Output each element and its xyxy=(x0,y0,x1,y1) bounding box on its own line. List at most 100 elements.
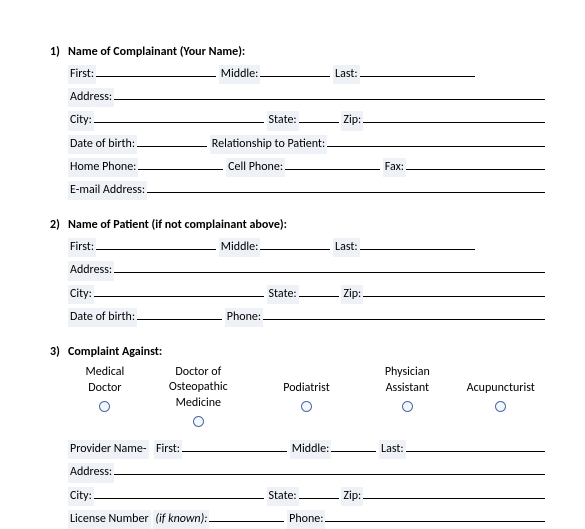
row-name-2: First: Middle: Last: xyxy=(68,236,545,257)
label-middle-2: Middle: xyxy=(219,238,261,257)
section2-header: 2) Name of Patient (if not complainant a… xyxy=(50,218,545,232)
blank-dob-2[interactable] xyxy=(137,306,222,320)
opt2-line1 xyxy=(255,365,358,381)
opt3-line1: Physician xyxy=(358,365,456,381)
radio-option-medical-doctor: Medical Doctor xyxy=(68,365,142,432)
blank-middle-3[interactable] xyxy=(331,438,376,452)
label-last-3: Last: xyxy=(379,440,406,459)
label-last-2: Last: xyxy=(333,238,360,257)
blank-last-2[interactable] xyxy=(360,236,475,250)
opt4-line1 xyxy=(456,365,545,381)
blank-dob[interactable] xyxy=(137,133,207,147)
blank-address[interactable] xyxy=(114,86,545,100)
radio-osteopathic[interactable] xyxy=(193,416,204,427)
blank-middle-2[interactable] xyxy=(260,236,330,250)
opt0-line2: Doctor xyxy=(68,381,142,397)
label-last: Last: xyxy=(333,65,360,84)
radio-physician-assistant[interactable] xyxy=(402,401,413,412)
blank-address-3[interactable] xyxy=(114,461,545,475)
section3-title: Complaint Against: xyxy=(68,345,162,359)
blank-zip-3[interactable] xyxy=(363,485,545,499)
blank-first-3[interactable] xyxy=(182,438,287,452)
blank-zip[interactable] xyxy=(363,109,545,123)
radio-podiatrist[interactable] xyxy=(301,401,312,412)
label-phone-2: Phone: xyxy=(225,308,263,327)
row-address-2: Address: xyxy=(68,259,545,280)
blank-city-2[interactable] xyxy=(94,283,264,297)
label-address: Address: xyxy=(68,88,114,107)
blank-state-2[interactable] xyxy=(299,283,339,297)
radio-acupuncturist[interactable] xyxy=(495,401,506,412)
label-relationship: Relationship to Patient: xyxy=(210,135,327,154)
opt2-line2: Podiatrist xyxy=(255,381,358,397)
radio-option-physician-assistant: Physician Assistant xyxy=(358,365,456,432)
label-cellphone: Cell Phone: xyxy=(226,158,285,177)
blank-phone-3[interactable] xyxy=(325,508,545,522)
label-zip: Zip: xyxy=(341,111,363,130)
section3-number: 3) xyxy=(50,345,68,359)
section1-header: 1) Name of Complainant (Your Name): xyxy=(50,45,545,59)
section3-header: 3) Complaint Against: xyxy=(50,345,545,359)
blank-first[interactable] xyxy=(96,63,216,77)
blank-last[interactable] xyxy=(360,63,475,77)
section2-number: 2) xyxy=(50,218,68,232)
row-provider-name: Provider Name- First: Middle: Last: xyxy=(68,438,545,459)
blank-license[interactable] xyxy=(209,508,284,522)
row-city: City: State: Zip: xyxy=(68,109,545,130)
radio-medical-doctor[interactable] xyxy=(99,401,110,412)
blank-city-3[interactable] xyxy=(94,485,264,499)
opt4-line2: Acupuncturist xyxy=(456,381,545,397)
blank-relationship[interactable] xyxy=(327,133,545,147)
opt1-line2: Osteopathic xyxy=(142,380,255,396)
section-complaint-against: 3) Complaint Against: Medical Doctor Doc… xyxy=(50,345,545,529)
opt1-line3: Medicine xyxy=(142,396,255,412)
row-email: E-mail Address: xyxy=(68,179,545,200)
blank-cellphone[interactable] xyxy=(285,156,380,170)
label-dob-2: Date of birth: xyxy=(68,308,137,327)
section-patient: 2) Name of Patient (if not complainant a… xyxy=(50,218,545,327)
label-state: State: xyxy=(267,111,299,130)
blank-first-2[interactable] xyxy=(96,236,216,250)
section1-title: Name of Complainant (Your Name): xyxy=(68,45,245,59)
blank-homephone[interactable] xyxy=(138,156,223,170)
label-phone-3: Phone: xyxy=(287,510,325,529)
label-zip-2: Zip: xyxy=(341,285,363,304)
row-name: First: Middle: Last: xyxy=(68,63,545,84)
blank-middle[interactable] xyxy=(260,63,330,77)
section2-title: Name of Patient (if not complainant abov… xyxy=(68,218,287,232)
label-middle: Middle: xyxy=(219,65,261,84)
label-state-3: State: xyxy=(267,487,299,506)
blank-state[interactable] xyxy=(299,109,339,123)
blank-city[interactable] xyxy=(94,109,264,123)
radio-row: Medical Doctor Doctor of Osteopathic Med… xyxy=(68,365,545,432)
label-first: First: xyxy=(68,65,96,84)
row-address: Address: xyxy=(68,86,545,107)
opt3-line2: Assistant xyxy=(358,381,456,397)
label-address-2: Address: xyxy=(68,261,114,280)
row-dob: Date of birth: Relationship to Patient: xyxy=(68,133,545,154)
row-city-3: City: State: Zip: xyxy=(68,485,545,506)
row-dob-2: Date of birth: Phone: xyxy=(68,306,545,327)
radio-option-osteopathic: Doctor of Osteopathic Medicine xyxy=(142,365,255,432)
blank-last-3[interactable] xyxy=(406,438,545,452)
label-middle-3: Middle: xyxy=(290,440,332,459)
row-city-2: City: State: Zip: xyxy=(68,283,545,304)
label-email: E-mail Address: xyxy=(68,181,147,200)
label-city-2: City: xyxy=(68,285,94,304)
label-fax: Fax: xyxy=(383,158,406,177)
label-city-3: City: xyxy=(68,487,94,506)
blank-phone-2[interactable] xyxy=(263,306,545,320)
label-first-3: First: xyxy=(154,440,182,459)
row-phones: Home Phone: Cell Phone: Fax: xyxy=(68,156,545,177)
blank-fax[interactable] xyxy=(406,156,545,170)
opt0-line1: Medical xyxy=(68,365,142,381)
radio-option-podiatrist: Podiatrist xyxy=(255,365,358,432)
label-license: License Number xyxy=(68,510,151,529)
blank-zip-2[interactable] xyxy=(363,283,545,297)
label-homephone: Home Phone: xyxy=(68,158,138,177)
blank-address-2[interactable] xyxy=(114,259,545,273)
blank-state-3[interactable] xyxy=(299,485,339,499)
opt1-line1: Doctor of xyxy=(142,365,255,381)
label-zip-3: Zip: xyxy=(341,487,363,506)
blank-email[interactable] xyxy=(147,179,545,193)
